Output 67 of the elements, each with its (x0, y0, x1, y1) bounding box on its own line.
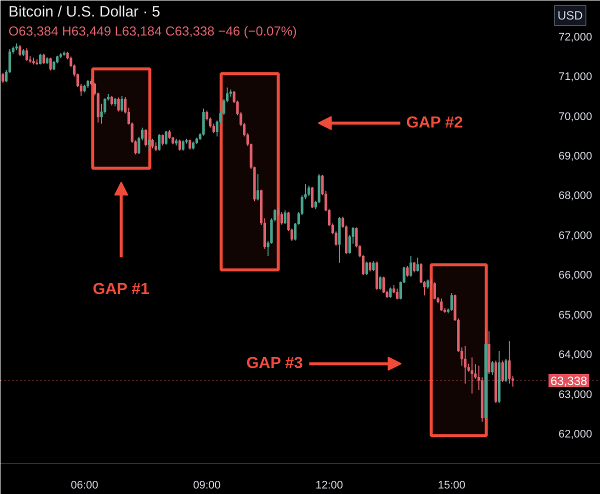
y-tick-label: 64,000 (558, 349, 592, 362)
candlestick (382, 276, 385, 294)
candlestick (158, 134, 161, 152)
candlestick (412, 262, 416, 273)
candlestick (182, 140, 184, 152)
candlestick (310, 186, 314, 208)
candlestick (365, 261, 368, 276)
candlestick (284, 210, 286, 224)
candlestick (470, 356, 474, 394)
ref-line-label: 63,338 (550, 374, 588, 388)
candlestick (256, 174, 260, 201)
candlestick (151, 138, 154, 149)
candlestick (426, 278, 430, 290)
y-tick-label: 65,000 (558, 309, 592, 322)
candlestick (117, 96, 120, 112)
chart-title: Bitcoin / U.S. Dollar · 5 (8, 4, 160, 20)
x-tick-label: 12:00 (315, 480, 344, 492)
y-tick-label: 71,000 (558, 71, 592, 84)
candlestick (440, 298, 443, 312)
y-tick-label: 66,000 (558, 270, 592, 282)
candlestick (2, 72, 4, 84)
y-tick-label: 63,000 (558, 388, 592, 401)
candlestick (504, 358, 508, 383)
candlestick (308, 185, 310, 197)
candlestick (39, 53, 42, 65)
candlestick (144, 128, 148, 147)
candlestick (42, 53, 46, 65)
candlestick (508, 340, 511, 384)
y-axis-title: USD (558, 8, 584, 22)
candlestick (368, 262, 372, 272)
y-tick-label: 68,000 (558, 190, 592, 202)
candlestick (389, 286, 392, 298)
y-tick-label: 62,000 (558, 428, 592, 441)
candlestick (49, 57, 52, 71)
candlestick (450, 292, 453, 312)
candlestick (148, 138, 150, 152)
candlestick (464, 345, 467, 384)
candlestick (378, 276, 382, 290)
candlestick (396, 288, 399, 300)
candlestick (25, 48, 28, 62)
x-tick-label: 15:00 (438, 480, 466, 492)
candlestick (164, 130, 168, 146)
candlestick (416, 257, 419, 272)
candlestick (280, 211, 283, 226)
candlestick (161, 134, 164, 146)
candlestick (433, 282, 436, 300)
candlestick (110, 95, 114, 106)
candlestick (120, 95, 124, 112)
candlestick (410, 256, 412, 278)
candlestick (18, 44, 22, 57)
candlestick (202, 108, 205, 136)
y-tick-label: 70,000 (558, 110, 592, 123)
x-tick-label: 06:00 (70, 480, 98, 492)
candlestick (406, 265, 409, 278)
y-tick-label: 69,000 (558, 150, 592, 162)
text: O63,384 H63,449 L63,184 C63,338 −46 (−0.07%) (8, 24, 297, 38)
candlestick (372, 260, 375, 272)
candlestick (501, 360, 504, 383)
band-label: GAP #2 (406, 114, 463, 132)
y-tick-label: 67,000 (558, 230, 592, 242)
candlestick (188, 139, 192, 150)
band-label: GAP #1 (92, 280, 150, 298)
candlestick (178, 139, 181, 152)
candlestick (491, 360, 494, 376)
band-label: GAP #3 (246, 355, 304, 372)
x-tick-label: 09:00 (193, 480, 221, 492)
y-tick-label: 72,000 (558, 31, 592, 44)
